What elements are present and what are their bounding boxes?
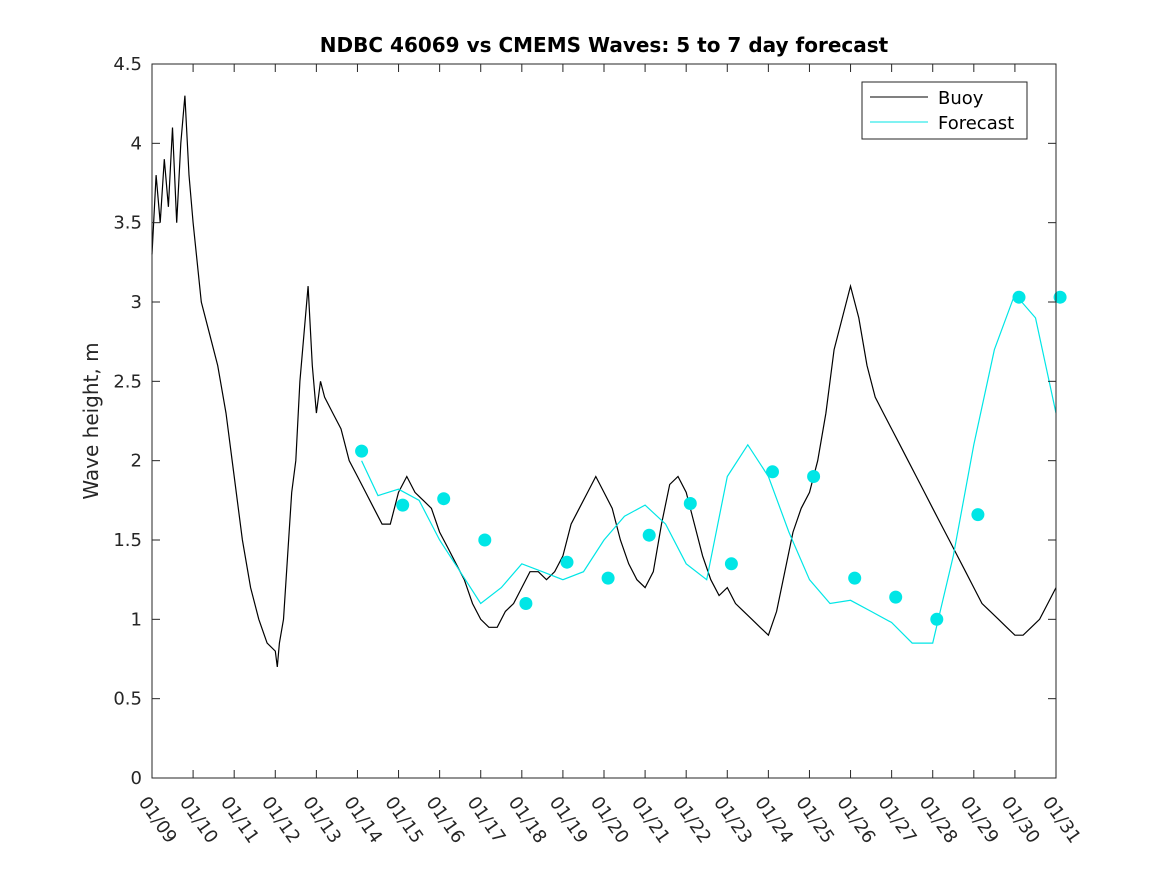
x-tick-label: 01/31 [1038,793,1085,848]
forecast-marker [355,444,369,458]
y-tick-label: 2.5 [113,371,142,392]
legend-box [861,81,1028,140]
x-tick-label: 01/15 [380,793,427,848]
y-tick-label: 0 [131,768,142,789]
plot-area [151,95,1067,667]
x-tick-label: 01/28 [915,793,962,848]
x-tick-label: 01/20 [586,793,633,848]
chart-title: NDBC 46069 vs CMEMS Waves: 5 to 7 day fo… [320,33,889,57]
x-tick-label: 01/13 [298,793,345,848]
forecast-marker [601,571,615,585]
x-tick-label: 01/22 [668,793,715,848]
x-tick-label: 01/29 [956,793,1003,848]
x-tick-label: 01/09 [134,793,181,848]
forecast-marker [889,590,903,604]
x-tick-label: 01/23 [709,793,756,848]
y-tick-label: 4.5 [113,54,142,75]
forecast-marker [519,597,533,610]
forecast-marker [807,470,821,483]
x-tick-label: 01/10 [175,793,222,848]
x-tick-label: 01/18 [504,793,551,848]
forecast-marker [478,533,492,547]
forecast-marker [848,571,862,585]
legend-forecast-label: Forecast [938,113,1014,134]
x-tick-label: 01/17 [463,793,510,848]
x-tick-label: 01/21 [627,793,674,848]
legend: Buoy Forecast [861,81,1028,140]
y-axis-label: Wave height, m [79,342,103,499]
y-tick-label: 3.5 [113,213,142,234]
x-tick-label: 01/11 [216,793,263,848]
forecast-marker [642,528,656,542]
forecast-marker [971,508,985,522]
y-tick-label: 1.5 [113,530,142,551]
x-tick-label: 01/24 [750,793,797,848]
x-tick-label: 01/19 [545,793,592,848]
forecast-marker [396,498,410,512]
x-tick-label: 01/30 [997,793,1044,848]
forecast-marker [683,497,697,510]
series-line-buoy [151,95,1057,667]
forecast-marker [560,555,574,569]
y-tick-label: 4 [131,133,142,154]
y-tick-label: 1 [131,609,142,630]
series-line-forecast [361,292,1057,644]
forecast-marker [766,465,779,479]
forecast-marker [930,612,944,626]
forecast-marker [437,492,451,506]
forecast-marker [724,557,738,571]
y-tick-label: 3 [131,292,142,313]
x-tick-label: 01/12 [257,793,304,848]
y-tick-label: 0.5 [113,689,142,710]
x-tick-label: 01/27 [874,793,921,848]
forecast-marker [1012,290,1026,304]
x-axis: 01/0901/1001/1101/1201/1301/1401/1501/16… [134,64,1085,847]
x-tick-label: 01/16 [422,793,469,848]
x-tick-label: 01/26 [832,793,879,848]
forecast-marker [1053,290,1067,304]
axes-frame [151,63,1057,779]
legend-buoy-label: Buoy [938,88,984,109]
y-axis: 0 0.5 1 1.5 2 2.5 3 3.5 4 4.5 [113,54,1056,789]
x-tick-label: 01/14 [339,793,386,848]
x-tick-label: 01/25 [791,793,838,848]
y-tick-label: 2 [131,451,142,472]
